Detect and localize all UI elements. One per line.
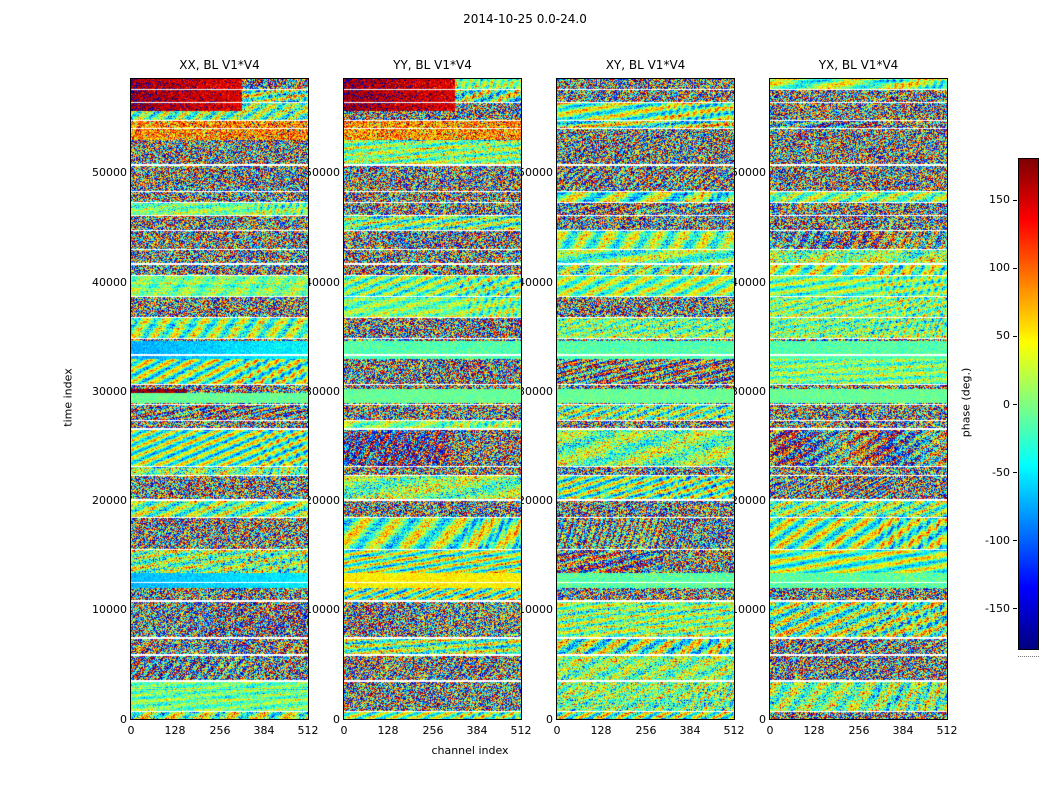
x-tick-label: 0 bbox=[553, 724, 561, 737]
colorbar-tick-label: -50 bbox=[992, 466, 1010, 479]
y-tick-label: 50000 bbox=[518, 166, 553, 179]
x-tick-label: 128 bbox=[377, 724, 399, 737]
x-tick-label: 384 bbox=[466, 724, 488, 737]
panel-title-yy: YY, BL V1*V4 bbox=[393, 58, 472, 72]
x-tick-label: 512 bbox=[723, 724, 745, 737]
y-tick-label: 30000 bbox=[92, 385, 127, 398]
y-tick-label: 20000 bbox=[731, 494, 766, 507]
x-tick-label: 512 bbox=[936, 724, 958, 737]
y-tick-label: 20000 bbox=[518, 494, 553, 507]
colorbar-tick-label: 100 bbox=[989, 261, 1010, 274]
colorbar-tick-mark bbox=[1013, 404, 1017, 405]
y-tick-label: 30000 bbox=[731, 385, 766, 398]
heatmap-panel-xy bbox=[556, 78, 735, 720]
x-axis-label: channel index bbox=[431, 744, 509, 757]
x-tick-label: 256 bbox=[848, 724, 870, 737]
x-tick-label: 512 bbox=[297, 724, 319, 737]
y-tick-label: 30000 bbox=[305, 385, 340, 398]
x-tick-label: 512 bbox=[510, 724, 532, 737]
colorbar-tick-mark bbox=[1013, 200, 1017, 201]
colorbar-tick-mark bbox=[1013, 608, 1017, 609]
colorbar-tick-mark bbox=[1013, 268, 1017, 269]
x-tick-label: 256 bbox=[209, 724, 231, 737]
heatmap-panel-xx bbox=[130, 78, 309, 720]
panel-title-xx: XX, BL V1*V4 bbox=[179, 58, 260, 72]
panel-title-yx: YX, BL V1*V4 bbox=[818, 58, 899, 72]
x-tick-label: 0 bbox=[766, 724, 774, 737]
figure-title: 2014-10-25 0.0-24.0 bbox=[463, 12, 587, 26]
heatmap-yy-canvas bbox=[344, 79, 521, 719]
x-tick-label: 384 bbox=[892, 724, 914, 737]
y-tick-label: 40000 bbox=[92, 276, 127, 289]
x-tick-label: 384 bbox=[253, 724, 275, 737]
x-tick-label: 128 bbox=[164, 724, 186, 737]
x-tick-label: 0 bbox=[127, 724, 135, 737]
colorbar-tick-mark bbox=[1013, 540, 1017, 541]
y-tick-label: 10000 bbox=[731, 603, 766, 616]
y-tick-label: 0 bbox=[546, 713, 553, 726]
y-tick-label: 20000 bbox=[305, 494, 340, 507]
colorbar-extend-dots bbox=[1018, 652, 1039, 657]
colorbar-tick-label: 0 bbox=[1003, 398, 1010, 411]
heatmap-xy-canvas bbox=[557, 79, 734, 719]
colorbar-tick-mark bbox=[1013, 336, 1017, 337]
colorbar-tick-label: -100 bbox=[985, 534, 1010, 547]
y-tick-label: 50000 bbox=[92, 166, 127, 179]
heatmap-xx-canvas bbox=[131, 79, 308, 719]
y-tick-label: 0 bbox=[120, 713, 127, 726]
y-tick-label: 0 bbox=[333, 713, 340, 726]
y-tick-label: 10000 bbox=[305, 603, 340, 616]
y-tick-label: 30000 bbox=[518, 385, 553, 398]
heatmap-yx-canvas bbox=[770, 79, 947, 719]
heatmap-panel-yy bbox=[343, 78, 522, 720]
x-tick-label: 256 bbox=[422, 724, 444, 737]
y-tick-label: 10000 bbox=[92, 603, 127, 616]
y-tick-label: 50000 bbox=[731, 166, 766, 179]
y-tick-label: 0 bbox=[759, 713, 766, 726]
y-tick-label: 40000 bbox=[518, 276, 553, 289]
colorbar-tick-label: 50 bbox=[996, 329, 1010, 342]
colorbar-tick-mark bbox=[1013, 472, 1017, 473]
y-tick-label: 40000 bbox=[731, 276, 766, 289]
x-tick-label: 256 bbox=[635, 724, 657, 737]
x-tick-label: 0 bbox=[340, 724, 348, 737]
y-tick-label: 40000 bbox=[305, 276, 340, 289]
heatmap-panel-yx bbox=[769, 78, 948, 720]
y-tick-label: 20000 bbox=[92, 494, 127, 507]
x-tick-label: 128 bbox=[803, 724, 825, 737]
colorbar-gradient-canvas bbox=[1019, 159, 1038, 649]
x-tick-label: 128 bbox=[590, 724, 612, 737]
colorbar-tick-label: -150 bbox=[985, 602, 1010, 615]
colorbar bbox=[1018, 158, 1039, 650]
y-tick-label: 10000 bbox=[518, 603, 553, 616]
colorbar-tick-label: 150 bbox=[989, 193, 1010, 206]
x-tick-label: 384 bbox=[679, 724, 701, 737]
panel-title-xy: XY, BL V1*V4 bbox=[605, 58, 686, 72]
y-tick-label: 50000 bbox=[305, 166, 340, 179]
